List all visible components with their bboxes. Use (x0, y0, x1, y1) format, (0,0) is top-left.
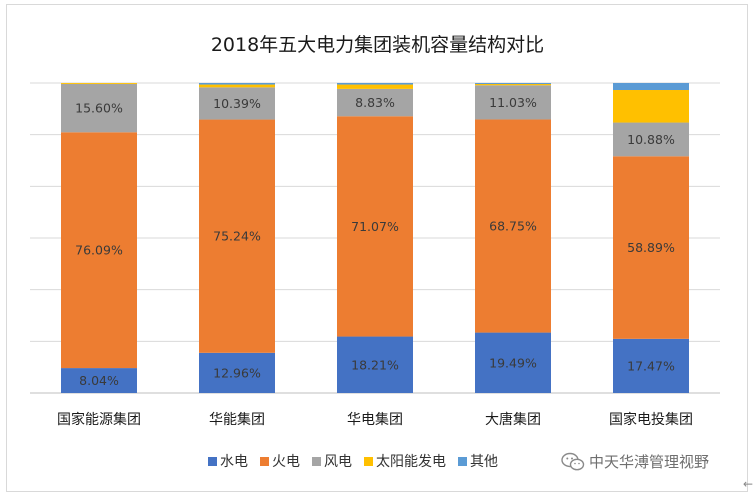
data-label: 68.75% (489, 219, 537, 234)
bar-segment (337, 116, 413, 337)
legend-label: 其他 (470, 454, 498, 470)
bar-segment (337, 88, 413, 117)
bar-segment (613, 156, 689, 339)
legend-swatch (208, 456, 217, 466)
bar-segment (337, 84, 413, 89)
bar-segment (61, 83, 137, 84)
bar-segment (475, 119, 551, 333)
legend-label: 风电 (324, 454, 352, 470)
bar-segment (613, 90, 689, 123)
bar-segment (337, 83, 413, 85)
legend-label: 火电 (272, 454, 300, 470)
legend-item: 水电 (208, 451, 248, 471)
bar-segment (61, 83, 137, 133)
chart-title: 2018年五大电力集团装机容量结构对比 (210, 34, 545, 56)
data-label: 19.49% (489, 355, 537, 370)
data-label: 15.60% (75, 101, 123, 116)
legend-item: 风电 (312, 451, 352, 471)
bar-segment (199, 352, 275, 393)
bar-segment (199, 83, 275, 85)
data-label: 18.21% (351, 357, 399, 372)
bar-segment (199, 87, 275, 120)
data-label: 17.47% (627, 358, 675, 373)
bar-segment (337, 336, 413, 393)
x-tick-labels: 国家能源集团 华能集团 华电集团 大唐集团 国家电投集团 (57, 411, 693, 428)
data-label: 75.24% (213, 229, 261, 244)
wechat-icon (561, 452, 585, 470)
x-tick-label: 国家能源集团 (57, 411, 141, 428)
legend: 水电 火电 风电 太阳能发电 其他 (208, 451, 510, 471)
legend-item: 火电 (260, 451, 300, 471)
bar-segment (613, 83, 689, 91)
data-labels: 8.04% 76.09% 15.60% 12.96% 75.24% 10.39% 18.21… (75, 95, 675, 388)
watermark: 中天华溥管理视野 (561, 451, 709, 472)
bar-segment (199, 119, 275, 353)
legend-label: 水电 (220, 454, 248, 470)
bar-segment (613, 338, 689, 393)
watermark-text: 中天华溥管理视野 (589, 453, 710, 471)
x-tick-label: 国家电投集团 (609, 411, 693, 428)
legend-swatch (260, 456, 269, 466)
data-label: 10.88% (627, 132, 675, 147)
x-tick-label: 大唐集团 (485, 411, 541, 428)
bar-segment (475, 84, 551, 86)
legend-swatch (458, 456, 467, 466)
legend-item: 其他 (458, 451, 498, 471)
bar-segment (61, 132, 137, 369)
x-tick-label: 华电集团 (347, 411, 403, 428)
data-label: 8.83% (355, 95, 395, 110)
bars (61, 83, 689, 393)
legend-swatch (312, 456, 321, 466)
x-tick-label: 华能集团 (209, 411, 265, 428)
scroll-left-arrow-icon[interactable]: ← (742, 477, 753, 491)
data-label: 12.96% (213, 365, 261, 380)
data-label: 76.09% (75, 243, 123, 258)
legend-item: 太阳能发电 (364, 451, 446, 471)
bar-segment (475, 85, 551, 120)
bar-segment (475, 332, 551, 393)
legend-swatch (364, 456, 373, 466)
data-label: 71.07% (351, 219, 399, 234)
bar-segment (61, 368, 137, 393)
data-label: 10.39% (213, 96, 261, 111)
data-label: 8.04% (79, 373, 119, 388)
bar-segment (199, 84, 275, 88)
legend-label: 太阳能发电 (376, 454, 446, 470)
data-label: 11.03% (489, 95, 537, 110)
data-label: 58.89% (627, 240, 675, 255)
bar-segment (613, 122, 689, 157)
bar-segment (475, 83, 551, 85)
